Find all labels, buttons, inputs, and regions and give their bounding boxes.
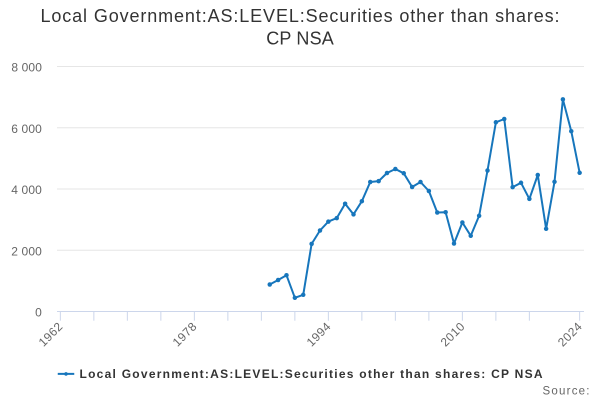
svg-text:8 000: 8 000 xyxy=(11,61,42,75)
svg-text:Local Government:AS:LEVEL:Secu: Local Government:AS:LEVEL:Securities oth… xyxy=(41,6,560,26)
svg-text:4 000: 4 000 xyxy=(11,183,42,197)
svg-text:6 000: 6 000 xyxy=(11,122,42,136)
svg-text:0: 0 xyxy=(35,306,42,320)
svg-text:Source:: Source: xyxy=(543,386,590,398)
svg-text:CP NSA: CP NSA xyxy=(266,28,334,48)
svg-text:2 000: 2 000 xyxy=(11,244,42,258)
svg-text:Local Government:AS:LEVEL:Secu: Local Government:AS:LEVEL:Securities oth… xyxy=(80,367,543,381)
